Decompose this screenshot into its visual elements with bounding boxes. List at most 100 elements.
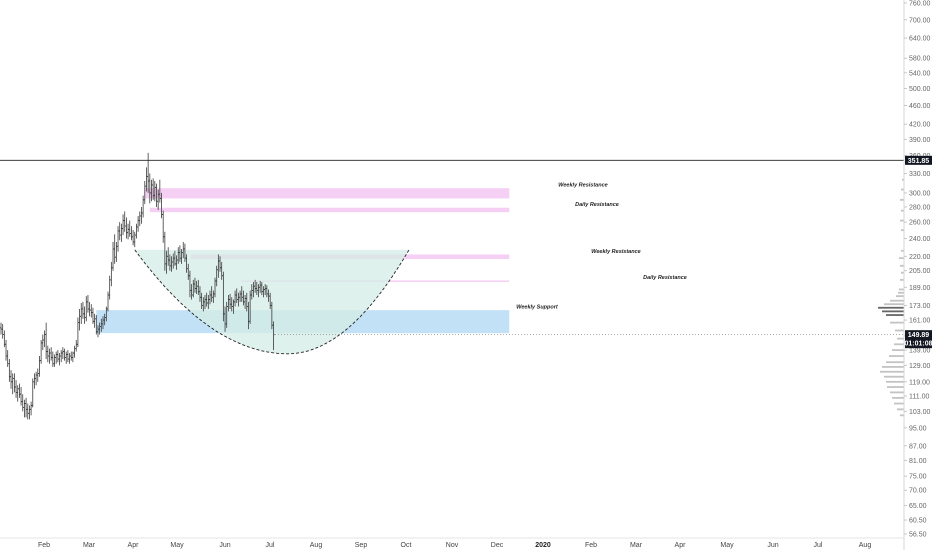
volume-profile-bar [896, 295, 904, 298]
zone-rect [149, 207, 510, 213]
x-tick-label: Oct [401, 542, 412, 549]
zone-label: Weekly Support [516, 305, 559, 311]
x-tick-label: May [170, 542, 184, 549]
volume-profile-bar [884, 303, 904, 306]
volume-profile-bar [887, 386, 904, 388]
cup-fill [134, 249, 410, 354]
volume-profile-bar [900, 264, 904, 267]
volume-profile-bar [886, 380, 904, 383]
volume-profile-bar [899, 288, 904, 291]
x-tick-label: Apr [128, 542, 140, 549]
y-tick-label: 460.00 [909, 103, 931, 110]
zone-label: Daily Resistance [575, 202, 619, 208]
y-tick-label: 330.00 [909, 171, 931, 178]
y-tick-label: 205.00 [909, 268, 931, 275]
y-tick-label: 260.00 [909, 220, 931, 227]
zone-label: Weekly Resistance [591, 249, 640, 255]
y-tick-label: 580.00 [909, 56, 931, 63]
volume-profile-bar [894, 343, 904, 346]
x-tick-label: Jul [266, 542, 275, 549]
candle [272, 321, 275, 351]
volume-profile-bar [902, 178, 904, 181]
y-tick-label: 640.00 [909, 36, 931, 43]
zone-label: Weekly Resistance [558, 183, 607, 189]
x-tick-label: Jun [767, 542, 778, 549]
countdown-label: 01:01:08 [904, 341, 932, 348]
volume-profile-bar [900, 198, 904, 201]
volume-profile-bar [882, 310, 904, 313]
volume-profile-bar [901, 188, 904, 191]
y-tick-label: 700.00 [909, 17, 931, 24]
horizontal-line-price-tag [905, 155, 932, 165]
volume-profile-bar [890, 391, 904, 394]
current-price-label: 149.89 [908, 332, 930, 339]
volume-profile-bar [900, 414, 904, 417]
x-tick-label: Apr [675, 542, 687, 549]
price-tags-layer: 351.85 149.89 01:01:08 [275, 155, 932, 349]
volume-profile-bar [878, 306, 904, 309]
y-tick-label: 189.00 [909, 285, 931, 292]
x-tick-label: Aug [310, 542, 323, 549]
volume-profile-bar [900, 278, 904, 281]
y-tick-label: 95.00 [909, 425, 927, 432]
x-tick-label: Mar [630, 542, 643, 549]
volume-profile-bar [901, 209, 904, 212]
y-tick-label: 111.00 [909, 394, 929, 401]
y-tick-label: 161.00 [909, 318, 931, 325]
volume-profile-layer [878, 178, 904, 417]
y-tick-label: 760.00 [909, 1, 931, 8]
volume-profile-bar [897, 337, 904, 340]
volume-profile-bar [890, 321, 904, 324]
y-tick-label: 60.50 [909, 518, 927, 525]
x-tick-label: Aug [859, 542, 872, 549]
x-tick-label: 2020 [535, 542, 551, 549]
y-tick-label: 139.00 [909, 348, 931, 355]
cup-pattern-layer [134, 249, 410, 355]
y-tick-label: 390.00 [909, 137, 931, 144]
x-tick-label: Jun [219, 542, 230, 549]
volume-profile-bar [900, 219, 904, 222]
y-tick-label: 300.00 [909, 190, 931, 197]
volume-profile-bar [880, 370, 904, 373]
y-tick-label: 129.00 [909, 363, 931, 370]
zone-label: Daily Resistance [643, 275, 687, 281]
x-tick-label: Mar [83, 542, 96, 549]
volume-profile-bar [897, 408, 904, 411]
y-tick-label: 240.00 [909, 236, 931, 243]
volume-profile-bar [882, 366, 904, 368]
y-tick-label: 119.00 [909, 379, 930, 386]
y-tick-label: 500.00 [909, 86, 931, 93]
volume-profile-bar [901, 249, 904, 252]
volume-profile-bar [890, 299, 904, 302]
y-tick-label: 65.00 [909, 503, 927, 510]
volume-profile-bar [899, 257, 904, 260]
x-tick-label: Nov [446, 542, 459, 549]
volume-profile-bar [889, 355, 904, 357]
y-tick-label: 280.00 [909, 205, 931, 212]
time-axis[interactable]: Feb Mar Apr May Jun Jul Aug Sep Oct Nov Dec 2020 Feb… [0, 537, 904, 549]
horizontal-line-price-label: 351.85 [908, 158, 930, 165]
y-tick-label: 173.00 [909, 303, 931, 310]
y-tick-label: 420.00 [909, 122, 931, 129]
x-tick-label: Dec [491, 542, 504, 549]
x-tick-label: Sep [355, 542, 368, 549]
volume-profile-bar [895, 329, 904, 332]
y-tick-label: 87.00 [909, 443, 927, 450]
y-tick-label: 70.00 [909, 488, 927, 495]
volume-profile-bar [884, 375, 904, 378]
y-tick-label: 103.00 [909, 409, 931, 416]
y-tick-label: 540.00 [909, 70, 931, 77]
y-tick-label: 220.00 [909, 254, 931, 261]
cup-outline [134, 249, 410, 355]
volume-profile-bar [898, 291, 904, 294]
y-tick-label: 81.00 [909, 458, 927, 465]
x-tick-label: May [720, 542, 734, 549]
volume-profile-bar [892, 396, 904, 399]
current-price-tag [905, 330, 932, 349]
volume-profile-bar [886, 314, 904, 316]
volume-profile-bar [886, 361, 904, 364]
x-tick-label: Feb [585, 542, 597, 549]
volume-profile-bar [892, 349, 904, 351]
